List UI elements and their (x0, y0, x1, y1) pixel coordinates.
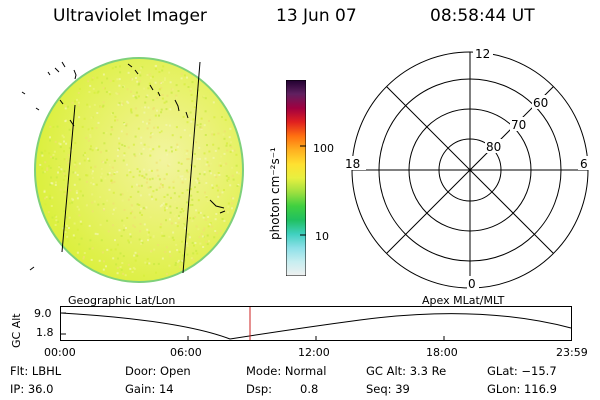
x-tick-1800: 18:00 (426, 346, 458, 359)
gain-status: Gain: 14 (125, 382, 174, 396)
colorbar-tick-100: 100 (313, 142, 334, 155)
x-tick-0000: 00:00 (44, 346, 76, 359)
polar-mlt-plot: 12 18 6 0 60 70 80 (344, 45, 592, 291)
ip-status: IP: 36.0 (10, 382, 54, 396)
mlt-label-12: 12 (475, 47, 490, 61)
date-label: 13 Jun 07 (276, 6, 357, 26)
x-tick-0600: 06:00 (170, 346, 202, 359)
color-scale-bar (285, 79, 307, 277)
x-tick-1200: 12:00 (298, 346, 330, 359)
earth-disk (34, 57, 244, 283)
uv-image-panel (21, 57, 244, 283)
dsp-value: 0.8 (300, 382, 319, 396)
mlt-label-18: 18 (345, 157, 360, 171)
meridian-line-right (182, 61, 201, 274)
seq-status: Seq: 39 (366, 382, 410, 396)
gc-alt-status: GC Alt: 3.3 Re (366, 364, 447, 378)
glon-status: GLon: 116.9 (487, 382, 557, 396)
gc-alt-axis-label: GC Alt (10, 313, 23, 348)
polar-diagonal-2 (386, 86, 554, 254)
mode-status: Mode: Normal (246, 364, 327, 378)
filter-status: Flt: LBHL (10, 364, 62, 378)
colorbar-unit-label: photon cm⁻²s⁻¹ (268, 147, 282, 240)
lat-label-70: 70 (511, 118, 526, 132)
coastline-fragments (21, 61, 226, 271)
lat-label-60: 60 (533, 96, 548, 110)
y-tick-1.8: 1.8 (36, 326, 54, 339)
dsp-label: Dsp: (246, 382, 273, 396)
mlt-label-6: 6 (580, 157, 588, 171)
altitude-timeline (60, 306, 572, 341)
colorbar-tick-10: 10 (315, 230, 329, 243)
lat-label-80: 80 (486, 140, 501, 154)
geographic-label: Geographic Lat/Lon (68, 294, 176, 307)
disk-texture (39, 64, 240, 277)
mlt-label-0: 0 (468, 277, 476, 291)
apex-label: Apex MLat/MLT (422, 294, 505, 307)
x-tick-2359: 23:59 (556, 346, 588, 359)
altitude-curve (60, 312, 572, 340)
y-tick-9: 9.0 (34, 307, 52, 320)
time-label: 08:58:44 UT (430, 6, 535, 26)
glat-status: GLat: −15.7 (487, 364, 557, 378)
instrument-title: Ultraviolet Imager (53, 6, 207, 26)
meridian-line-left (61, 104, 76, 253)
door-status: Door: Open (125, 364, 191, 378)
